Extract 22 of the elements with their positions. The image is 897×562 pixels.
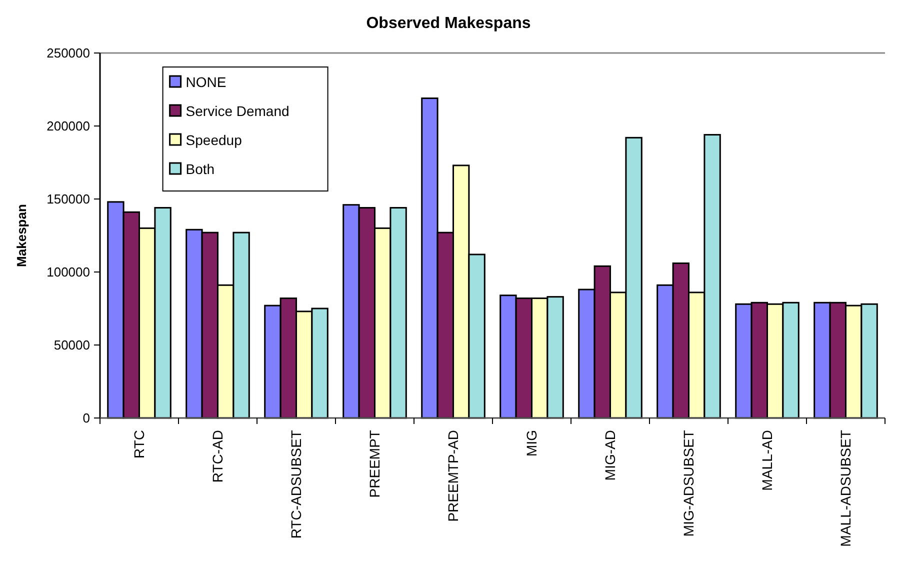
x-tick-label: MALL-ADSUBSET [838,430,854,547]
x-tick-label: PREEMPT [366,430,383,498]
x-tick-label: MIG [524,430,540,456]
legend-label: NONE [186,74,226,90]
y-tick-label: 0 [82,410,90,426]
x-tick-label: MIG-ADSUBSET [680,430,697,537]
x-tick-label: MIG-AD [602,430,618,481]
x-tick-label: RTC [131,430,148,459]
x-tick-label: MALL-AD [759,430,776,491]
y-tick-label: 50000 [54,338,90,353]
chart-title: Observed Makespans [366,15,531,32]
legend-label: Both [186,160,215,177]
legend-label: Service Demand [186,102,290,119]
x-tick-label: PREEMTP-AD [445,430,462,522]
y-tick-label: 100000 [46,264,90,280]
x-tick-label: RTC-AD [210,430,226,483]
y-tick-label: 200000 [46,118,90,134]
y-tick-label: 250000 [46,46,90,61]
x-tick-label: RTC-ADSUBSET [288,430,304,539]
legend-label: Speedup [186,132,242,148]
y-axis-title: Makespan [14,204,29,267]
y-tick-label: 150000 [46,192,90,207]
